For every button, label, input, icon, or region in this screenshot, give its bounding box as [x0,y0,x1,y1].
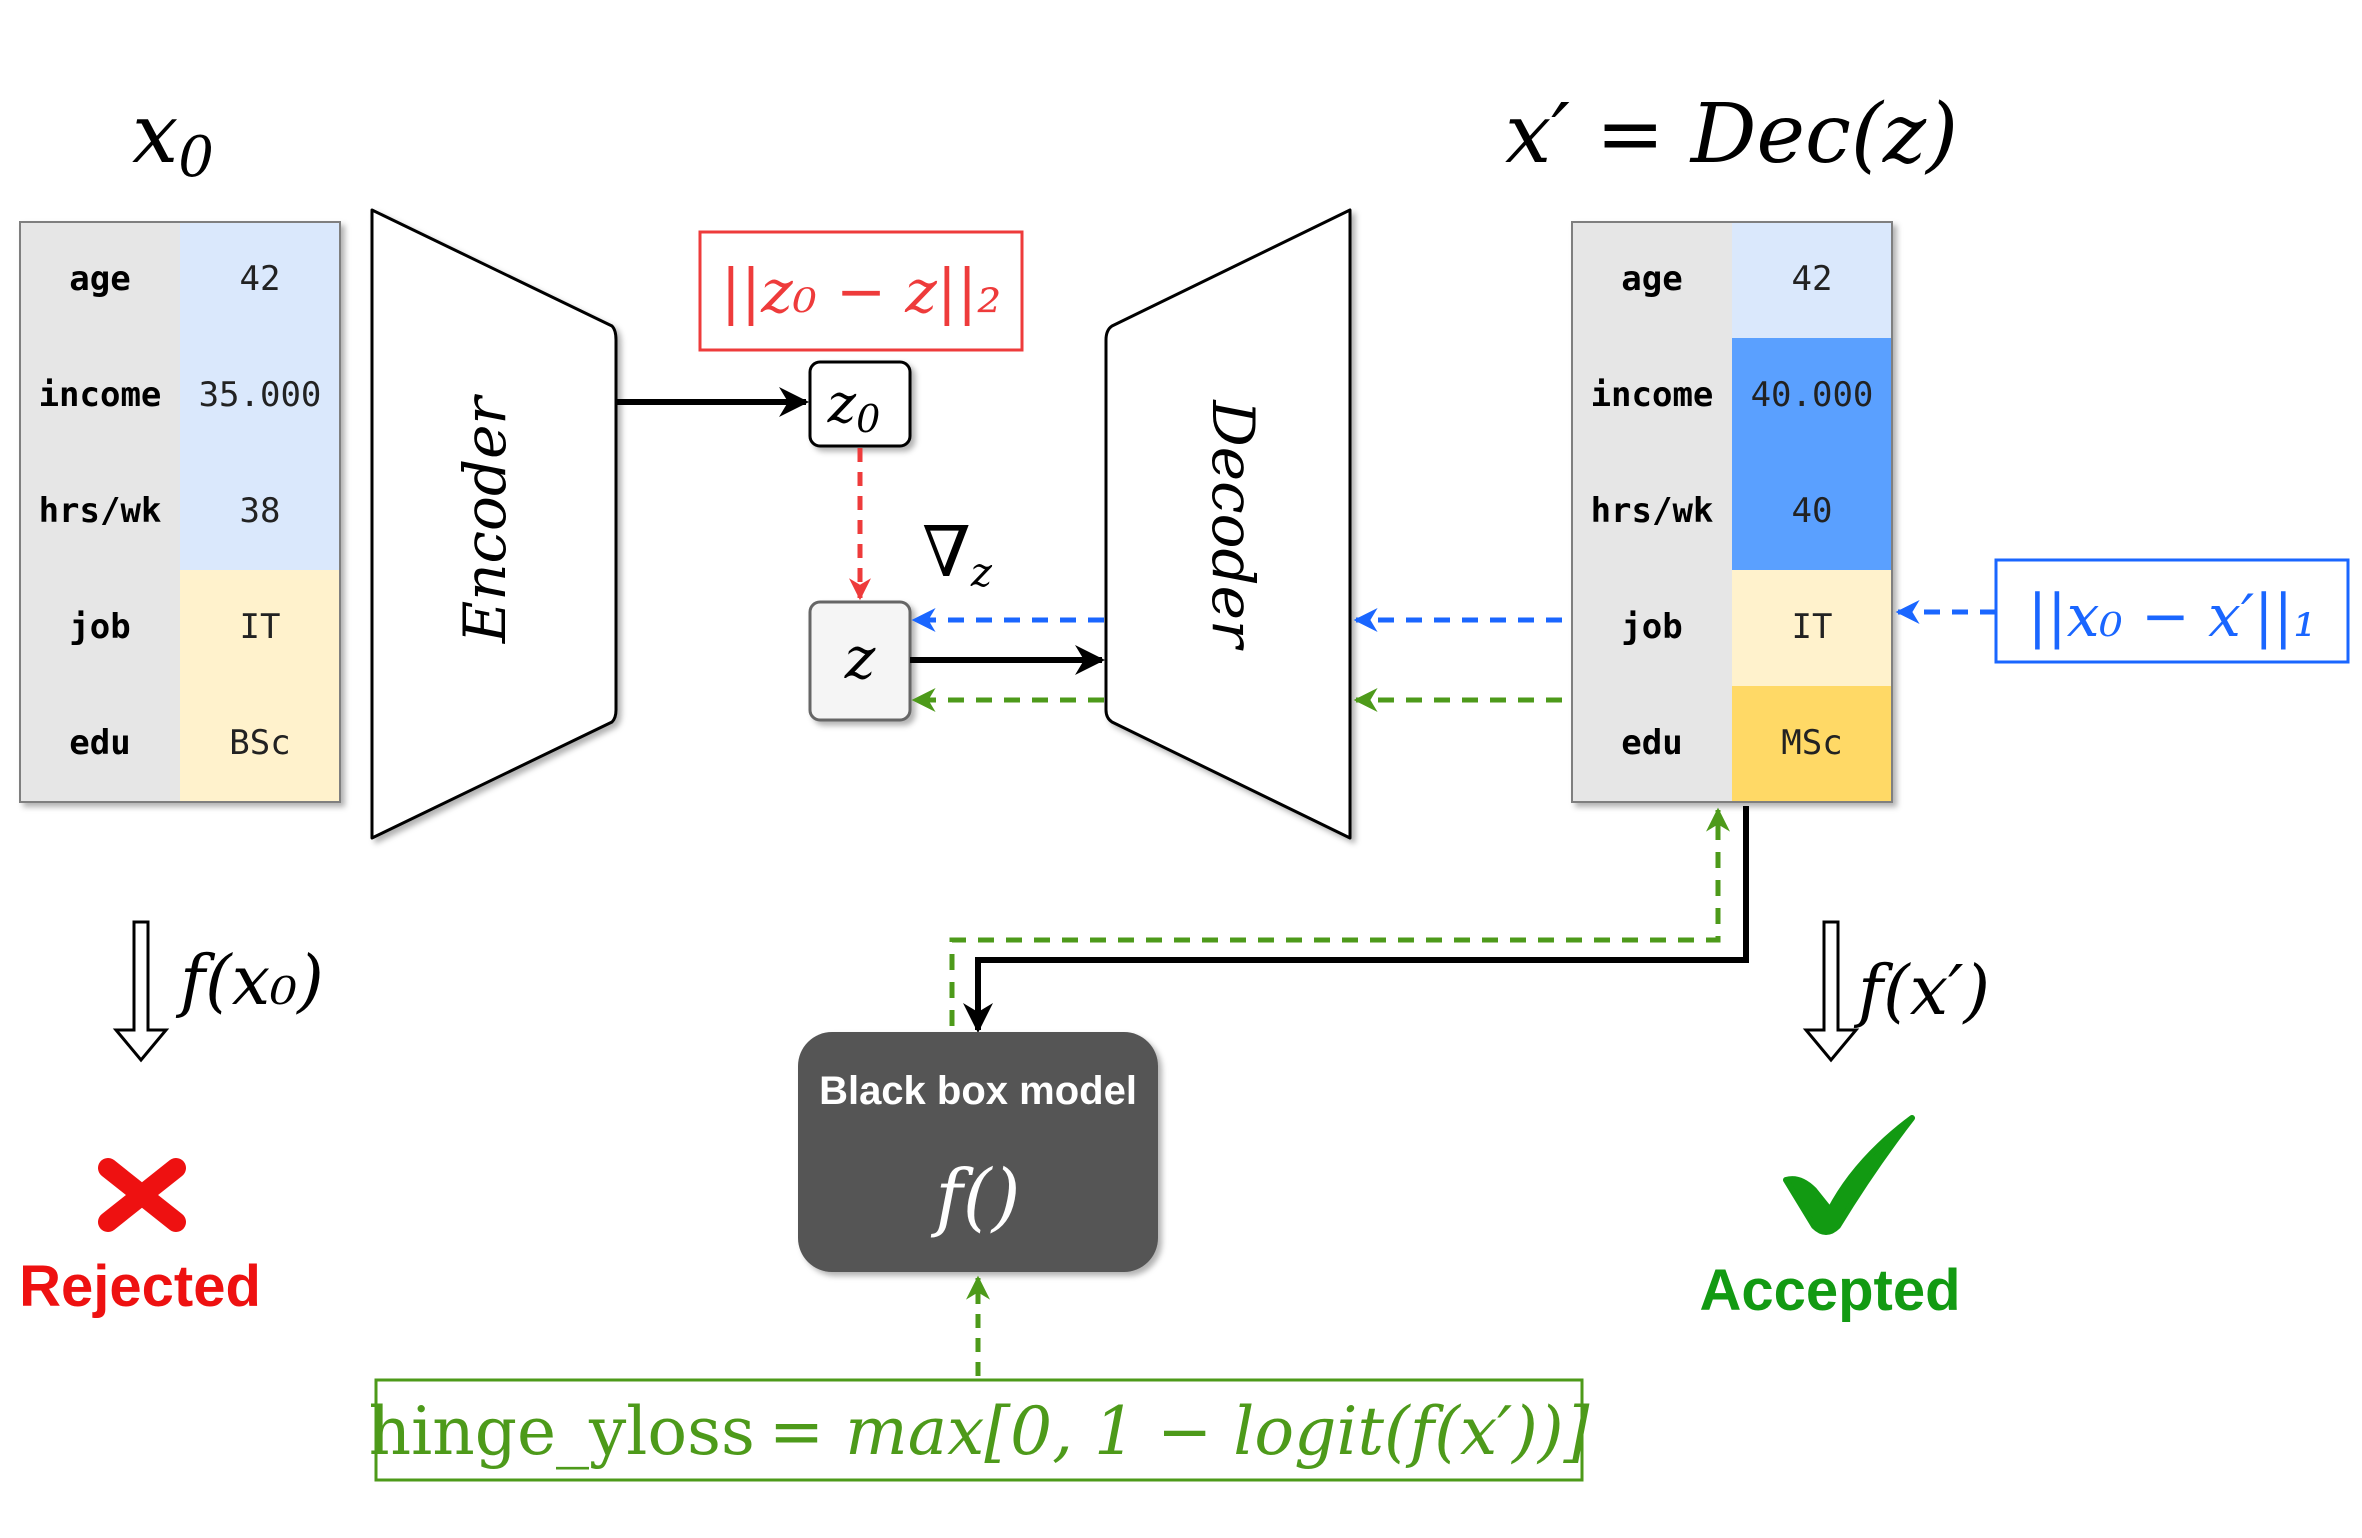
proximity-loss-text: ||x₀ − x′||₁ [2028,582,2317,650]
output-value-income: 40.000 [1751,375,1874,415]
title-x0: x0 [132,87,214,190]
input-label-income: income [39,375,162,415]
f-x0-label: f(x₀) [175,942,324,1021]
latent-loss-box [698,230,1024,352]
f-xprime-label: f(x′) [1853,952,1990,1031]
z0-node [808,360,912,448]
decoder [1104,208,1352,840]
output-label-age: age [1621,259,1682,299]
black-box-title: Black box model [819,1069,1137,1113]
output-label-edu: edu [1621,723,1682,763]
input-value-hrs: 38 [240,491,281,531]
input-table-cells: age 42 income 35.000 hrs/wk 38 job IT ed… [19,221,341,803]
output-label-job: job [1621,607,1682,647]
input-value-edu: BSc [229,723,290,763]
output-value-edu: MSc [1781,723,1842,763]
output-label-hrs: hrs/wk [1591,491,1714,531]
input-value-income: 35.000 [199,375,322,415]
input-value-age: 42 [240,259,281,299]
z-label: z [844,624,876,692]
hinge-loss-text: hinge_yloss = max[0, 1 − logit(f(x′))] [369,1393,1590,1470]
decoder-label: Decoder [1199,399,1267,651]
gradient-label: ∇z [922,511,993,596]
input-label-hrs: hrs/wk [39,491,162,531]
encoder-label: Encoder [451,394,519,645]
hinge-loss-box [374,1378,1584,1482]
encoder [370,208,618,840]
title-xprime: x′ = Dec(z) [1505,87,1958,182]
check-icon [1783,1115,1915,1235]
rejected-label: Rejected [19,1254,261,1319]
input-label-edu: edu [69,723,130,763]
latent-loss-text: ||z₀ − z||₂ [721,257,1002,327]
left-down-arrow [112,920,170,1063]
table-to-blackbox-arrow [963,806,1749,1033]
cross-icon [98,1158,186,1232]
output-value-hrs: 40 [1792,491,1833,531]
black-box-model [798,1032,1158,1272]
right-down-arrow [1802,920,1860,1063]
output-value-job: IT [1792,607,1833,647]
output-label-income: income [1591,375,1714,415]
output-value-age: 42 [1792,259,1833,299]
proximity-loss-box [1994,558,2350,664]
blackbox-to-table-green-arrow [949,807,1730,1026]
black-box-func: f() [930,1154,1020,1240]
output-table-cells: age 42 income 40.000 hrs/wk 40 job IT ed… [1571,221,1893,803]
input-label-job: job [69,607,130,647]
accepted-label: Accepted [1699,1258,1960,1323]
input-value-job: IT [240,607,281,647]
input-label-age: age [69,259,130,299]
z0-label: z0 [827,372,881,441]
